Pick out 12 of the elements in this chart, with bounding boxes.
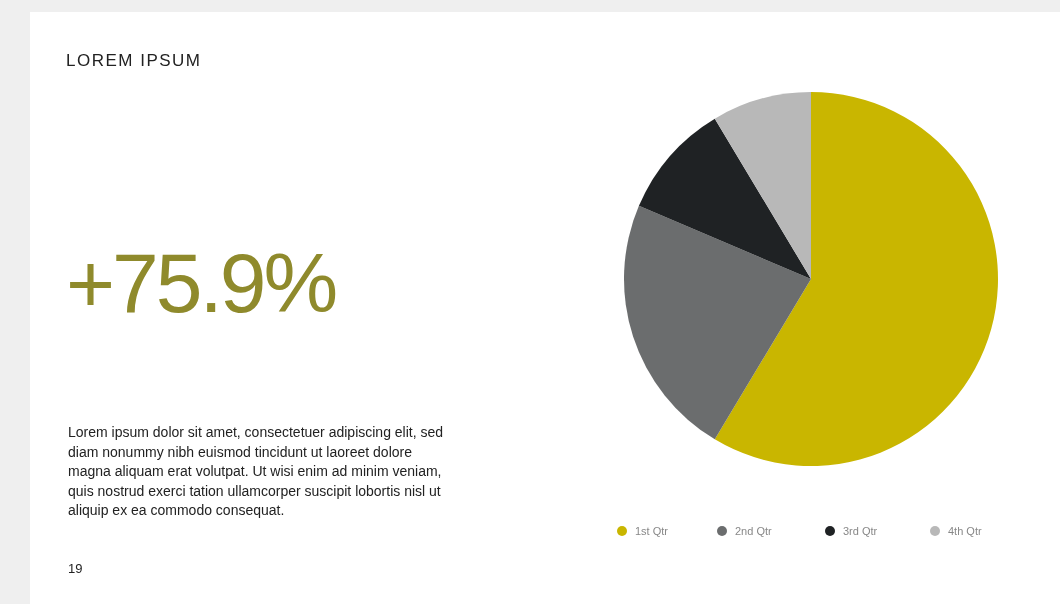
legend-label: 3rd Qtr — [843, 525, 878, 537]
text: +75.9% — [66, 236, 336, 330]
pie-slice — [624, 205, 811, 440]
legend-label: 1st Qtr — [635, 525, 669, 537]
legend-label: 4th Qtr — [948, 525, 982, 537]
pie-slice — [714, 92, 998, 466]
text: Lorem ipsum dolor sit amet, consectetuer adipiscing elit, sed diam nonummy nibh euismod tincidunt ut laoreet dolore magna aliquam erat volutpat. Ut wisi enim ad minim veniam, quis nostrud exerci tation ullamcorper suscipit lobortis nisl ut aliquip ex ea commodo consequat. — [68, 423, 445, 520]
text: LOREM IPSUM — [66, 51, 202, 70]
pie-slice — [714, 92, 811, 279]
legend-label: 2nd Qtr — [735, 525, 773, 537]
text: 19 — [68, 561, 83, 576]
pie-slice — [638, 118, 811, 279]
